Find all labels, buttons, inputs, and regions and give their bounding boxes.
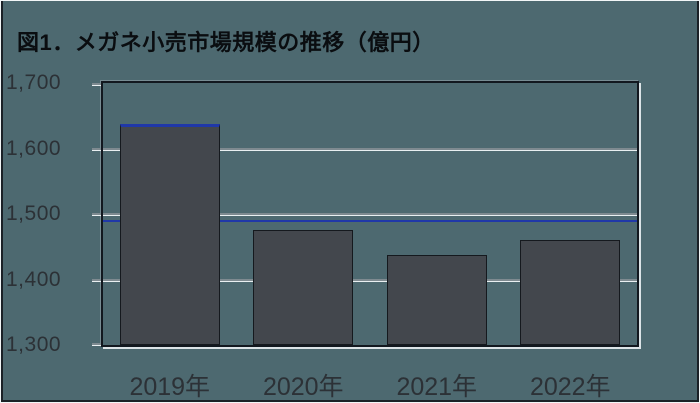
ytick-label-1400: 1,400 bbox=[6, 267, 62, 291]
bar-2022年 bbox=[520, 239, 621, 345]
plot-area bbox=[92, 81, 639, 347]
xtick-label-2019年: 2019年 bbox=[129, 373, 211, 401]
bar-2021年 bbox=[386, 255, 487, 345]
chart-title: 図1．メガネ小売市場規模の推移（億円） bbox=[17, 30, 435, 55]
xtick-label-2021年: 2021年 bbox=[396, 373, 478, 401]
ytick-label-1300: 1,300 bbox=[6, 333, 62, 356]
xtick-label-2022年: 2022年 bbox=[529, 373, 611, 401]
gridline-1400 bbox=[103, 278, 637, 282]
ytick-mark-1300 bbox=[92, 343, 101, 346]
ytick-mark-1400 bbox=[92, 278, 101, 282]
gridline-1500 bbox=[103, 213, 637, 216]
ytick-mark-1600 bbox=[92, 147, 101, 151]
ytick-label-1700: 1,700 bbox=[6, 71, 62, 94]
reference-line bbox=[103, 220, 637, 223]
ytick-label-1600: 1,600 bbox=[6, 136, 62, 160]
gridline-1600 bbox=[103, 147, 637, 151]
xtick-label-2020年: 2020年 bbox=[262, 373, 344, 401]
bar-2019年 bbox=[119, 123, 220, 345]
ytick-mark-1500 bbox=[92, 213, 101, 216]
ytick-label-1500: 1,500 bbox=[6, 202, 62, 225]
bar-2020年 bbox=[253, 229, 354, 345]
ytick-mark-1700 bbox=[92, 83, 101, 86]
